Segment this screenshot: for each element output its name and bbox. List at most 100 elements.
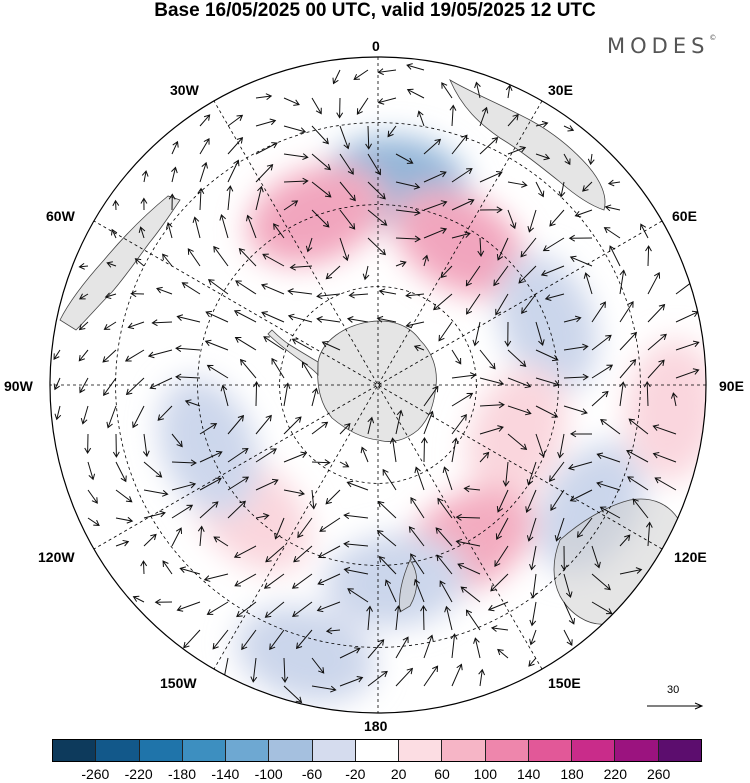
wind-arrow — [451, 392, 474, 407]
wind-arrow — [420, 605, 427, 631]
wind-arrow — [347, 588, 369, 603]
copyright-mark: © — [709, 34, 717, 42]
wind-arrow — [587, 153, 595, 166]
wind-arrow — [591, 573, 611, 591]
wind-arrow — [154, 598, 173, 606]
wind-arrow — [378, 555, 397, 575]
wind-arrow — [405, 291, 425, 299]
wind-arrow — [563, 373, 589, 381]
wind-arrow — [406, 88, 425, 99]
wind-arrow — [627, 476, 649, 491]
wind-arrow — [395, 409, 404, 435]
wind-arrow — [205, 310, 229, 323]
wind-arrow — [283, 200, 299, 211]
lon-label-30w: 30W — [170, 82, 199, 98]
colorbar-ticks: -260 -220 -180 -140 -100 -60 -20 20 60 100 140 180 2… — [52, 766, 702, 783]
wind-arrow — [227, 500, 246, 519]
wind-arrow — [563, 153, 571, 166]
wind-arrow — [607, 179, 621, 187]
wind-arrow — [628, 418, 649, 435]
wind-arrow — [451, 168, 473, 183]
wind-arrow — [417, 110, 425, 127]
colorbar-tick-label: 60 — [434, 766, 450, 782]
wind-arrow — [472, 321, 481, 347]
wind-arrow — [309, 489, 317, 510]
wind-arrow — [591, 364, 614, 379]
wind-arrow — [563, 573, 573, 599]
wind-arrow — [147, 349, 173, 359]
wind-arrow — [171, 459, 197, 467]
wind-arrow — [530, 573, 537, 599]
wind-arrow — [317, 573, 341, 586]
wind-arrow — [395, 235, 421, 243]
wind-arrow — [339, 153, 354, 175]
wind-arrow — [591, 545, 601, 569]
wind-arrow — [528, 657, 537, 667]
wind-arrow — [227, 137, 244, 155]
wind-arrow — [433, 293, 453, 311]
wind-arrow — [140, 197, 148, 211]
wind-arrow — [111, 228, 118, 239]
wind-arrow — [356, 97, 369, 115]
wind-arrow — [80, 405, 89, 425]
colorbar-swatch — [355, 740, 400, 761]
wind-arrow — [301, 361, 313, 379]
wind-arrow — [377, 97, 397, 105]
colorbar-swatch — [139, 740, 183, 761]
reference-vector-label: 30 — [667, 684, 680, 696]
wind-arrow — [457, 562, 481, 575]
colorbar-swatch — [658, 740, 701, 761]
wind-arrow — [321, 340, 341, 351]
latitude-circle — [197, 204, 559, 566]
wind-arrow — [53, 349, 61, 361]
wind-arrow — [535, 405, 559, 418]
wind-arrow — [596, 481, 621, 491]
wind-arrow — [213, 245, 229, 267]
wind-arrow — [234, 573, 257, 587]
wind-arrow — [496, 237, 509, 261]
wind-arrow — [647, 303, 666, 323]
wind-arrow — [394, 605, 402, 631]
wind-arrow — [654, 477, 677, 491]
wind-arrow — [255, 93, 273, 101]
wind-arrow — [78, 349, 89, 362]
wind-arrow — [554, 517, 565, 542]
wind-arrow — [395, 260, 407, 268]
wind-arrow — [479, 170, 503, 183]
lon-label-90e: 90E — [719, 378, 744, 394]
wind-arrow — [348, 291, 369, 299]
wind-arrow — [455, 538, 481, 547]
colorbar-swatch — [226, 740, 270, 761]
wind-arrow — [549, 461, 565, 482]
wind-arrow — [346, 316, 369, 323]
colorbar-tick-label: 260 — [646, 766, 671, 782]
wind-arrow — [283, 489, 306, 497]
colorbar-tick-label: -60 — [301, 766, 323, 782]
wind-arrow — [507, 405, 532, 416]
wind-arrow — [316, 601, 341, 613]
wind-arrow — [255, 142, 278, 155]
colorbar-swatch — [615, 740, 659, 761]
wind-arrow — [460, 586, 481, 603]
wind-arrow — [477, 237, 485, 257]
wind-arrow — [262, 253, 285, 267]
wind-arrow — [151, 319, 173, 327]
wind-arrow — [405, 321, 425, 329]
antarctica-outline — [317, 320, 437, 442]
wind-arrow — [466, 293, 481, 315]
wind-arrow — [287, 288, 313, 295]
wind-arrow — [504, 321, 512, 347]
lon-label-30e: 30E — [548, 82, 573, 98]
wind-arrow — [423, 634, 434, 659]
wind-arrow — [263, 336, 285, 351]
wind-arrow — [422, 254, 429, 267]
wind-arrow — [199, 477, 222, 491]
wind-arrow — [563, 315, 582, 323]
wind-arrow — [103, 377, 117, 396]
wind-arrow — [203, 573, 229, 582]
wind-arrow — [142, 433, 150, 458]
wind-arrow — [362, 265, 370, 281]
colorbar-tick-label: 220 — [603, 766, 628, 782]
wind-arrow — [246, 214, 257, 239]
wind-arrow — [377, 500, 397, 519]
